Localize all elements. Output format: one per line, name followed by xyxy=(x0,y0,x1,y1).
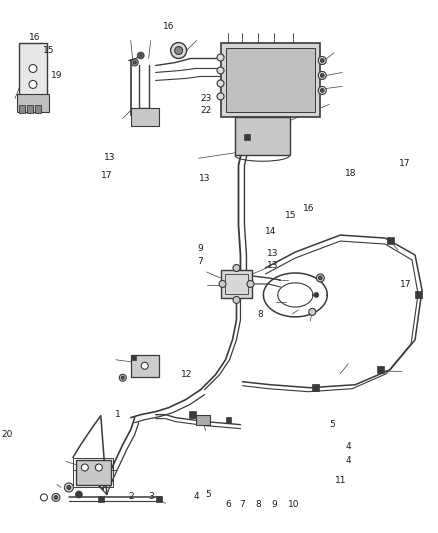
Circle shape xyxy=(29,80,37,88)
Bar xyxy=(220,270,252,298)
Text: 1: 1 xyxy=(115,410,121,419)
Text: 20: 20 xyxy=(2,430,13,439)
Circle shape xyxy=(321,74,324,77)
Text: 7: 7 xyxy=(240,500,245,509)
Circle shape xyxy=(321,59,324,62)
Circle shape xyxy=(314,293,319,297)
Text: 11: 11 xyxy=(335,476,346,485)
Circle shape xyxy=(133,61,136,64)
Text: 3: 3 xyxy=(148,492,154,501)
Circle shape xyxy=(175,46,183,54)
Circle shape xyxy=(137,52,144,59)
Circle shape xyxy=(321,88,324,92)
Bar xyxy=(76,459,111,486)
Bar xyxy=(189,411,196,418)
Bar xyxy=(196,415,209,425)
Bar xyxy=(312,384,319,391)
Text: 4: 4 xyxy=(194,492,199,501)
Circle shape xyxy=(318,276,322,280)
Bar xyxy=(131,108,159,126)
Bar xyxy=(19,106,25,114)
Bar xyxy=(244,134,251,140)
Circle shape xyxy=(217,93,224,100)
Circle shape xyxy=(217,67,224,74)
Text: 10: 10 xyxy=(288,500,299,509)
Text: 13: 13 xyxy=(267,248,278,257)
Circle shape xyxy=(233,296,240,303)
Circle shape xyxy=(141,362,148,369)
Circle shape xyxy=(75,491,82,498)
Text: 14: 14 xyxy=(265,227,276,236)
Bar xyxy=(19,43,47,104)
Circle shape xyxy=(318,71,326,79)
Circle shape xyxy=(219,280,226,287)
Circle shape xyxy=(29,64,37,72)
Circle shape xyxy=(318,86,326,94)
Text: 5: 5 xyxy=(329,420,335,429)
Bar xyxy=(27,106,33,114)
Text: 16: 16 xyxy=(29,33,41,42)
Text: 9: 9 xyxy=(198,244,203,253)
Text: 8: 8 xyxy=(258,310,263,319)
Text: 9: 9 xyxy=(272,500,277,509)
Bar xyxy=(131,355,159,377)
Bar xyxy=(236,117,290,155)
Bar xyxy=(35,106,41,114)
Text: 17: 17 xyxy=(101,171,113,180)
Bar xyxy=(414,292,421,298)
Text: 4: 4 xyxy=(346,456,351,465)
Bar xyxy=(98,496,104,503)
Circle shape xyxy=(121,376,124,379)
Text: 16: 16 xyxy=(163,22,174,31)
Circle shape xyxy=(309,309,316,316)
Circle shape xyxy=(131,59,138,66)
Text: 23: 23 xyxy=(200,94,211,103)
Circle shape xyxy=(247,280,254,287)
Circle shape xyxy=(67,486,71,489)
Bar xyxy=(220,43,320,117)
Circle shape xyxy=(95,464,102,471)
Text: 17: 17 xyxy=(399,159,411,168)
Circle shape xyxy=(217,54,224,61)
Circle shape xyxy=(316,274,324,282)
Circle shape xyxy=(171,43,187,59)
Circle shape xyxy=(64,483,74,492)
Text: 6: 6 xyxy=(226,500,231,509)
Circle shape xyxy=(119,374,126,381)
Circle shape xyxy=(81,464,88,471)
Bar xyxy=(131,356,136,360)
Text: 7: 7 xyxy=(198,256,203,265)
Bar xyxy=(225,274,248,294)
Bar xyxy=(73,457,113,488)
Circle shape xyxy=(233,264,240,271)
Text: 5: 5 xyxy=(206,490,212,499)
Text: 8: 8 xyxy=(255,500,261,509)
Text: 4: 4 xyxy=(346,442,351,451)
Circle shape xyxy=(318,56,326,64)
Bar xyxy=(387,237,394,244)
Text: 17: 17 xyxy=(400,280,412,289)
Bar xyxy=(17,94,49,112)
Text: 13: 13 xyxy=(199,174,211,183)
Text: 15: 15 xyxy=(43,46,55,55)
Bar xyxy=(155,496,162,503)
Circle shape xyxy=(52,494,60,502)
Bar xyxy=(226,47,315,112)
Text: 15: 15 xyxy=(285,211,296,220)
Circle shape xyxy=(40,494,47,501)
Bar xyxy=(377,366,384,373)
Circle shape xyxy=(217,80,224,87)
Text: 2: 2 xyxy=(128,492,134,501)
Text: 16: 16 xyxy=(303,204,314,213)
Text: 19: 19 xyxy=(51,71,63,80)
Circle shape xyxy=(54,496,58,499)
Text: 13: 13 xyxy=(267,261,278,270)
Bar xyxy=(226,417,232,423)
Text: 18: 18 xyxy=(344,169,356,177)
Text: 12: 12 xyxy=(181,370,193,379)
Text: 22: 22 xyxy=(200,106,211,115)
Text: 13: 13 xyxy=(104,153,116,161)
